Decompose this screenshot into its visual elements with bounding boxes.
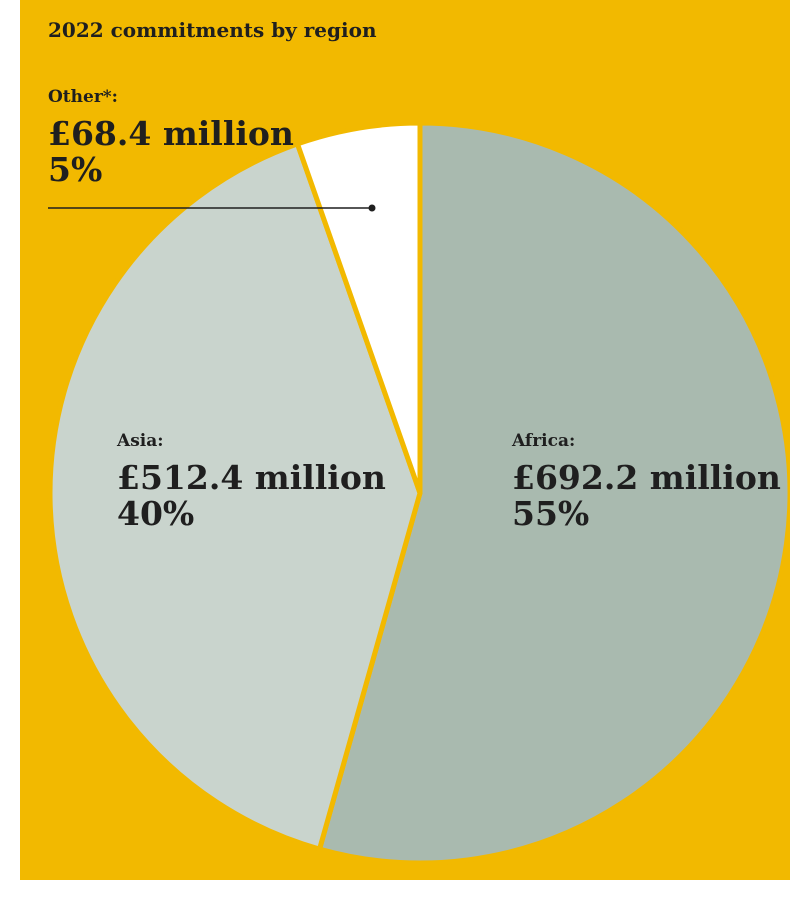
- other-leader-line: [48, 204, 376, 212]
- label-asia-value: £512.4 million: [117, 458, 386, 497]
- chart-title: 2022 commitments by region: [48, 18, 377, 42]
- label-africa-value: £692.2 million: [512, 458, 781, 497]
- label-asia-percent: 40%: [117, 494, 195, 533]
- pie-slice-africa: [317, 120, 790, 866]
- pie-slice-other: [294, 120, 423, 496]
- label-asia-name: Asia:: [117, 431, 164, 451]
- pie-slice-asia: [47, 141, 423, 852]
- label-other: Other*: £68.4 million 5%: [48, 86, 294, 188]
- label-other-name: Other*:: [48, 87, 118, 107]
- label-other-percent: 5%: [48, 150, 103, 189]
- leader-dot: [368, 204, 376, 212]
- label-other-value: £68.4 million: [48, 114, 294, 153]
- label-africa-name: Africa:: [512, 431, 576, 451]
- label-asia: Asia: £512.4 million 40%: [117, 430, 386, 532]
- pie-slices: [47, 120, 790, 866]
- label-africa-percent: 55%: [512, 494, 590, 533]
- label-africa: Africa: £692.2 million 55%: [512, 430, 781, 532]
